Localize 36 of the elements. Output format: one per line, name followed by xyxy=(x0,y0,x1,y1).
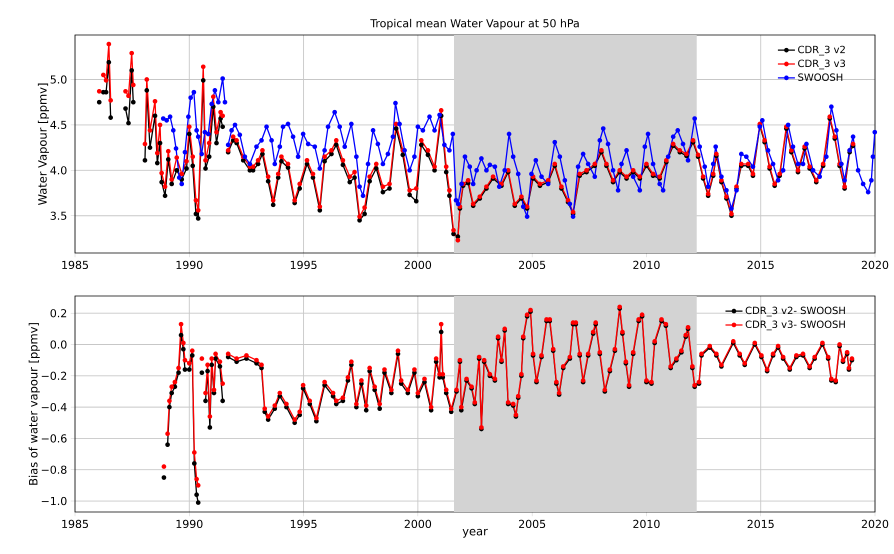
legend-label: CDR_3 v3- SWOOSH xyxy=(746,320,845,330)
y-tick-label: −0.2 xyxy=(42,372,66,380)
legend-label: CDR_3 v2 xyxy=(798,46,845,56)
y-tick-label: −1.0 xyxy=(42,496,67,506)
legend-label: CDR_3 v3 xyxy=(798,60,846,70)
x-axis-title: year xyxy=(462,528,488,538)
y-axis-title: Bias of water vapour [ppmv] xyxy=(28,323,40,485)
y-tick-label: −0.8 xyxy=(42,466,66,474)
y-tick-label: 4.5 xyxy=(50,120,66,129)
x-tick-label: 2015 xyxy=(748,260,774,270)
x-tick-label: 1995 xyxy=(290,520,317,528)
y-tick-label: 3.5 xyxy=(50,212,66,220)
legend-label: CDR_3 v2- SWOOSH xyxy=(746,306,845,316)
x-tick-label: 2005 xyxy=(519,260,546,270)
y-tick-label: 4.0 xyxy=(50,166,67,174)
y-tick-label: 5.0 xyxy=(50,75,67,84)
x-tick-label: 2015 xyxy=(748,520,774,528)
legend-label: SWOOSH xyxy=(798,73,842,81)
x-tick-label: 2000 xyxy=(404,260,432,270)
x-tick-label: 1990 xyxy=(176,260,202,270)
y-tick-label: 0.0 xyxy=(50,340,67,349)
x-tick-label: 2005 xyxy=(519,520,546,528)
y-axis-title: Water Vapour [ppmv] xyxy=(38,84,49,206)
x-tick-label: 2010 xyxy=(633,520,660,528)
x-tick-label: 2000 xyxy=(404,520,432,528)
x-tick-label: 1985 xyxy=(62,520,88,528)
x-tick-label: 1995 xyxy=(290,260,317,270)
x-tick-label: 1990 xyxy=(176,520,202,528)
y-tick-label: 0.2 xyxy=(50,309,66,318)
chart-title: Tropical mean Water Vapour at 50 hPa xyxy=(370,18,579,30)
y-tick-label: −0.6 xyxy=(42,434,67,443)
x-tick-label: 1985 xyxy=(62,260,88,270)
y-tick-label: −0.4 xyxy=(42,402,67,412)
x-tick-label: 2020 xyxy=(862,520,888,528)
x-tick-label: 2020 xyxy=(862,260,888,270)
x-tick-label: 2010 xyxy=(633,260,660,270)
